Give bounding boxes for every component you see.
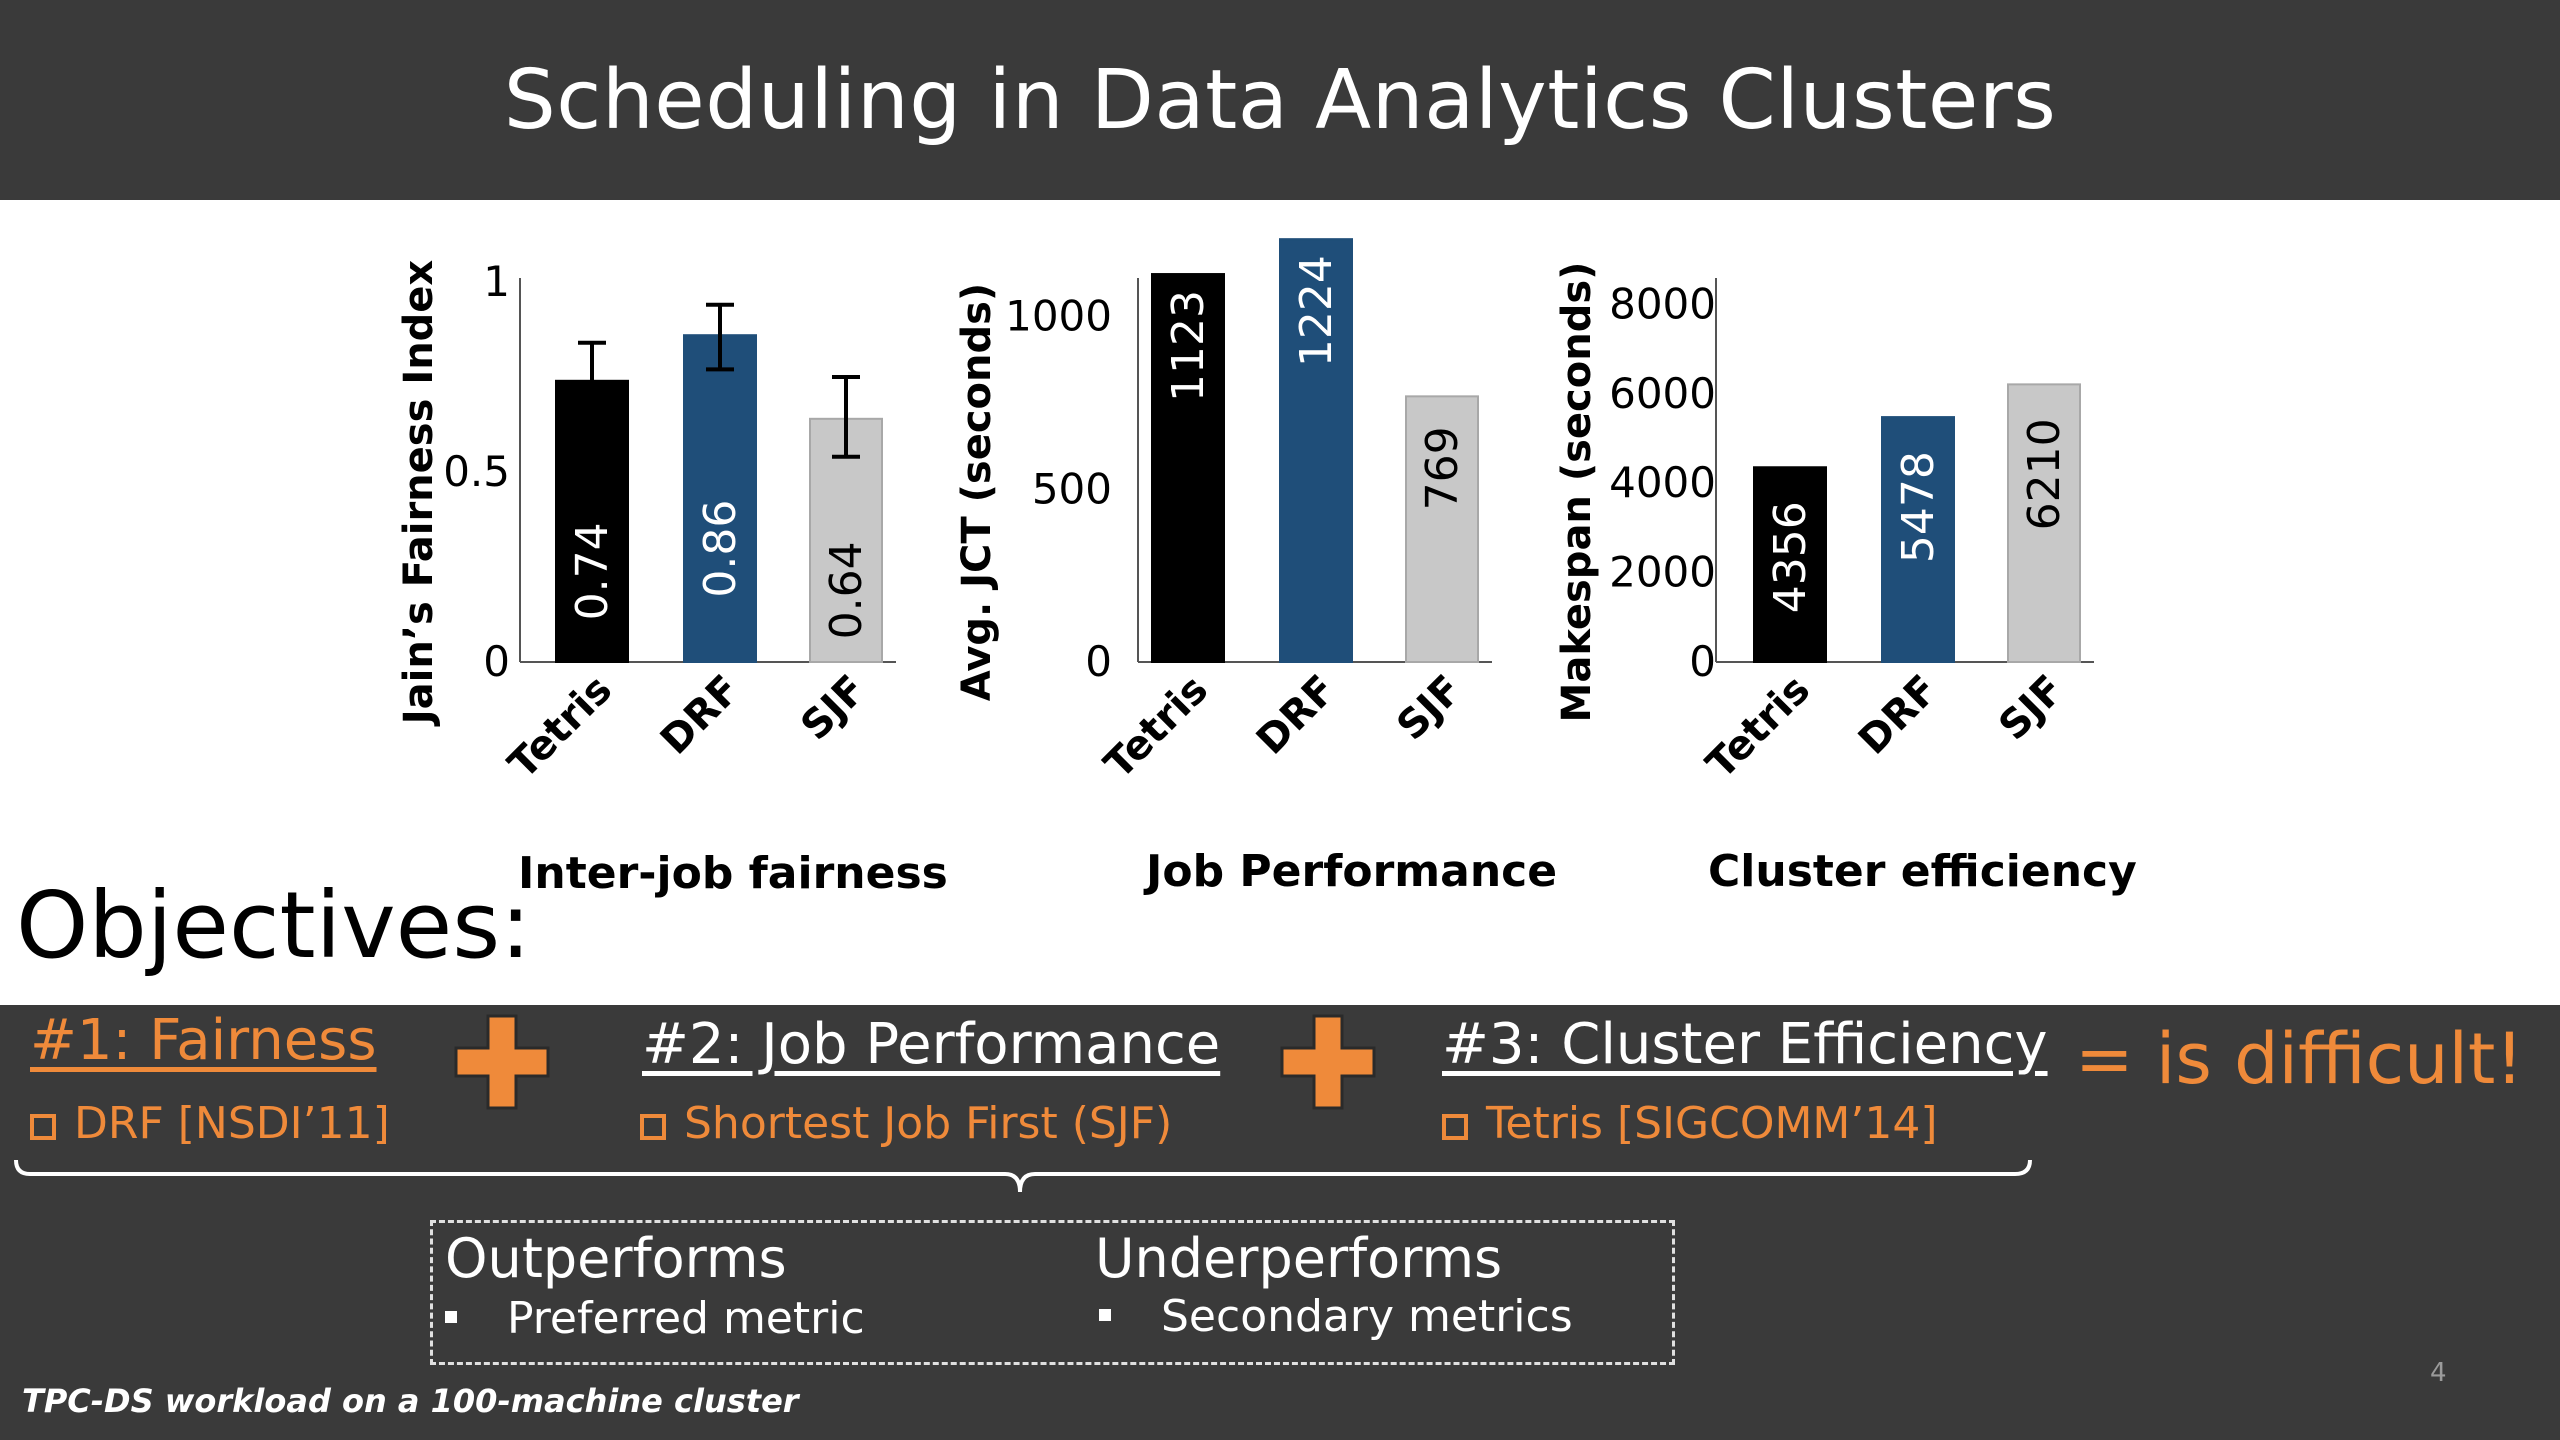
bar-drf [1881, 416, 1955, 663]
objective-1-title: #1: Fairness [30, 1008, 377, 1073]
y-tick-label: 2000 [1609, 548, 1716, 597]
underperforms-item: Secondary metrics [1099, 1291, 1573, 1342]
underperforms-item-text: Secondary metrics [1161, 1291, 1573, 1342]
chart-caption-fairness: Inter-job fairness [518, 848, 948, 899]
data-label: 0.74 [567, 522, 618, 620]
bar-sjf [2007, 383, 2081, 663]
x-tick-label: DRF [1248, 667, 1345, 764]
plus-icon [454, 1014, 550, 1110]
x-tick-label: DRF [1850, 667, 1947, 764]
footnote: TPC-DS workload on a 100-machine cluster [22, 1382, 799, 1420]
y-tick-label: 0.5 [443, 447, 510, 496]
plus-icon [1280, 1014, 1376, 1110]
bar-sjf [809, 417, 883, 663]
data-label: 0.64 [821, 541, 872, 639]
x-tick-label: SJF [1990, 667, 2073, 750]
objective-3-item: Tetris [SIGCOMM’14] [1442, 1098, 1938, 1149]
conclusion-text: = is difficult! [2075, 1018, 2524, 1100]
objective-2-item-text: Shortest Job First (SJF) [684, 1098, 1173, 1149]
data-label: 1123 [1163, 290, 1214, 402]
y-tick-label: 1 [483, 257, 510, 306]
objective-1-item-text: DRF [NSDI’11] [74, 1098, 390, 1149]
data-label: 0.86 [695, 500, 746, 598]
objectives-heading: Objectives: [16, 872, 532, 979]
x-tick-label: Tetris [1698, 667, 1819, 788]
y-tick-label: 500 [1032, 464, 1112, 513]
data-label: 4356 [1765, 501, 1816, 613]
data-label: 769 [1417, 426, 1468, 510]
x-tick-label: Tetris [1096, 667, 1217, 788]
curly-brace [14, 1159, 2032, 1193]
objective-2-title: #2: Job Performance [642, 1012, 1221, 1077]
page-number: 4 [2430, 1358, 2447, 1388]
chart-caption-efficiency: Cluster efficiency [1708, 846, 2137, 897]
chart-caption-performance: Job Performance [1146, 846, 1558, 897]
y-tick-label: 4000 [1609, 458, 1716, 507]
y-axis-label: Makespan (seconds) [1554, 262, 1600, 723]
summary-box: Outperforms Preferred metric Underperfor… [430, 1220, 1675, 1365]
objective-1-item: DRF [NSDI’11] [30, 1098, 390, 1149]
outperforms-item-text: Preferred metric [507, 1293, 865, 1344]
x-tick-label: Tetris [500, 667, 621, 788]
y-tick-label: 8000 [1609, 279, 1716, 328]
data-label: 5478 [1893, 451, 1944, 563]
bar-sjf [1405, 395, 1479, 663]
bar-tetris [1753, 466, 1827, 663]
y-tick-label: 1000 [1005, 292, 1112, 341]
outperforms-item: Preferred metric [445, 1293, 865, 1344]
bullet-icon [1099, 1309, 1111, 1321]
title-bar: Scheduling in Data Analytics Clusters [0, 0, 2560, 200]
bar-drf [683, 334, 757, 663]
data-label: 6210 [2019, 418, 2070, 530]
slide-title: Scheduling in Data Analytics Clusters [503, 52, 2057, 148]
y-tick-label: 6000 [1609, 369, 1716, 418]
checkbox-icon [640, 1114, 666, 1140]
x-tick-label: SJF [1388, 667, 1471, 750]
objective-3-item-text: Tetris [SIGCOMM’14] [1486, 1098, 1938, 1149]
data-label: 1224 [1291, 255, 1342, 367]
charts-svg: 0 0.5 1 Jain’s Fairness Index 0.74 Tetris 0.86… [396, 238, 2094, 788]
bar-drf [1279, 238, 1353, 663]
checkbox-icon [30, 1114, 56, 1140]
checkbox-icon [1442, 1114, 1468, 1140]
y-axis-label: Avg. JCT (seconds) [954, 283, 1000, 701]
x-tick-label: SJF [792, 667, 875, 750]
bar-tetris [555, 379, 629, 664]
objective-3-title: #3: Cluster Efficiency [1442, 1012, 2048, 1077]
y-tick-label: 0 [1085, 637, 1112, 686]
bullet-icon [445, 1311, 457, 1323]
x-tick-label: DRF [652, 667, 749, 764]
y-tick-label: 0 [1689, 637, 1716, 686]
underperforms-title: Underperforms [1095, 1227, 1503, 1290]
objective-2-item: Shortest Job First (SJF) [640, 1098, 1172, 1149]
outperforms-title: Outperforms [445, 1227, 787, 1290]
bar-tetris [1151, 273, 1225, 664]
y-axis-label: Jain’s Fairness Index [396, 260, 442, 728]
y-tick-label: 0 [483, 637, 510, 686]
